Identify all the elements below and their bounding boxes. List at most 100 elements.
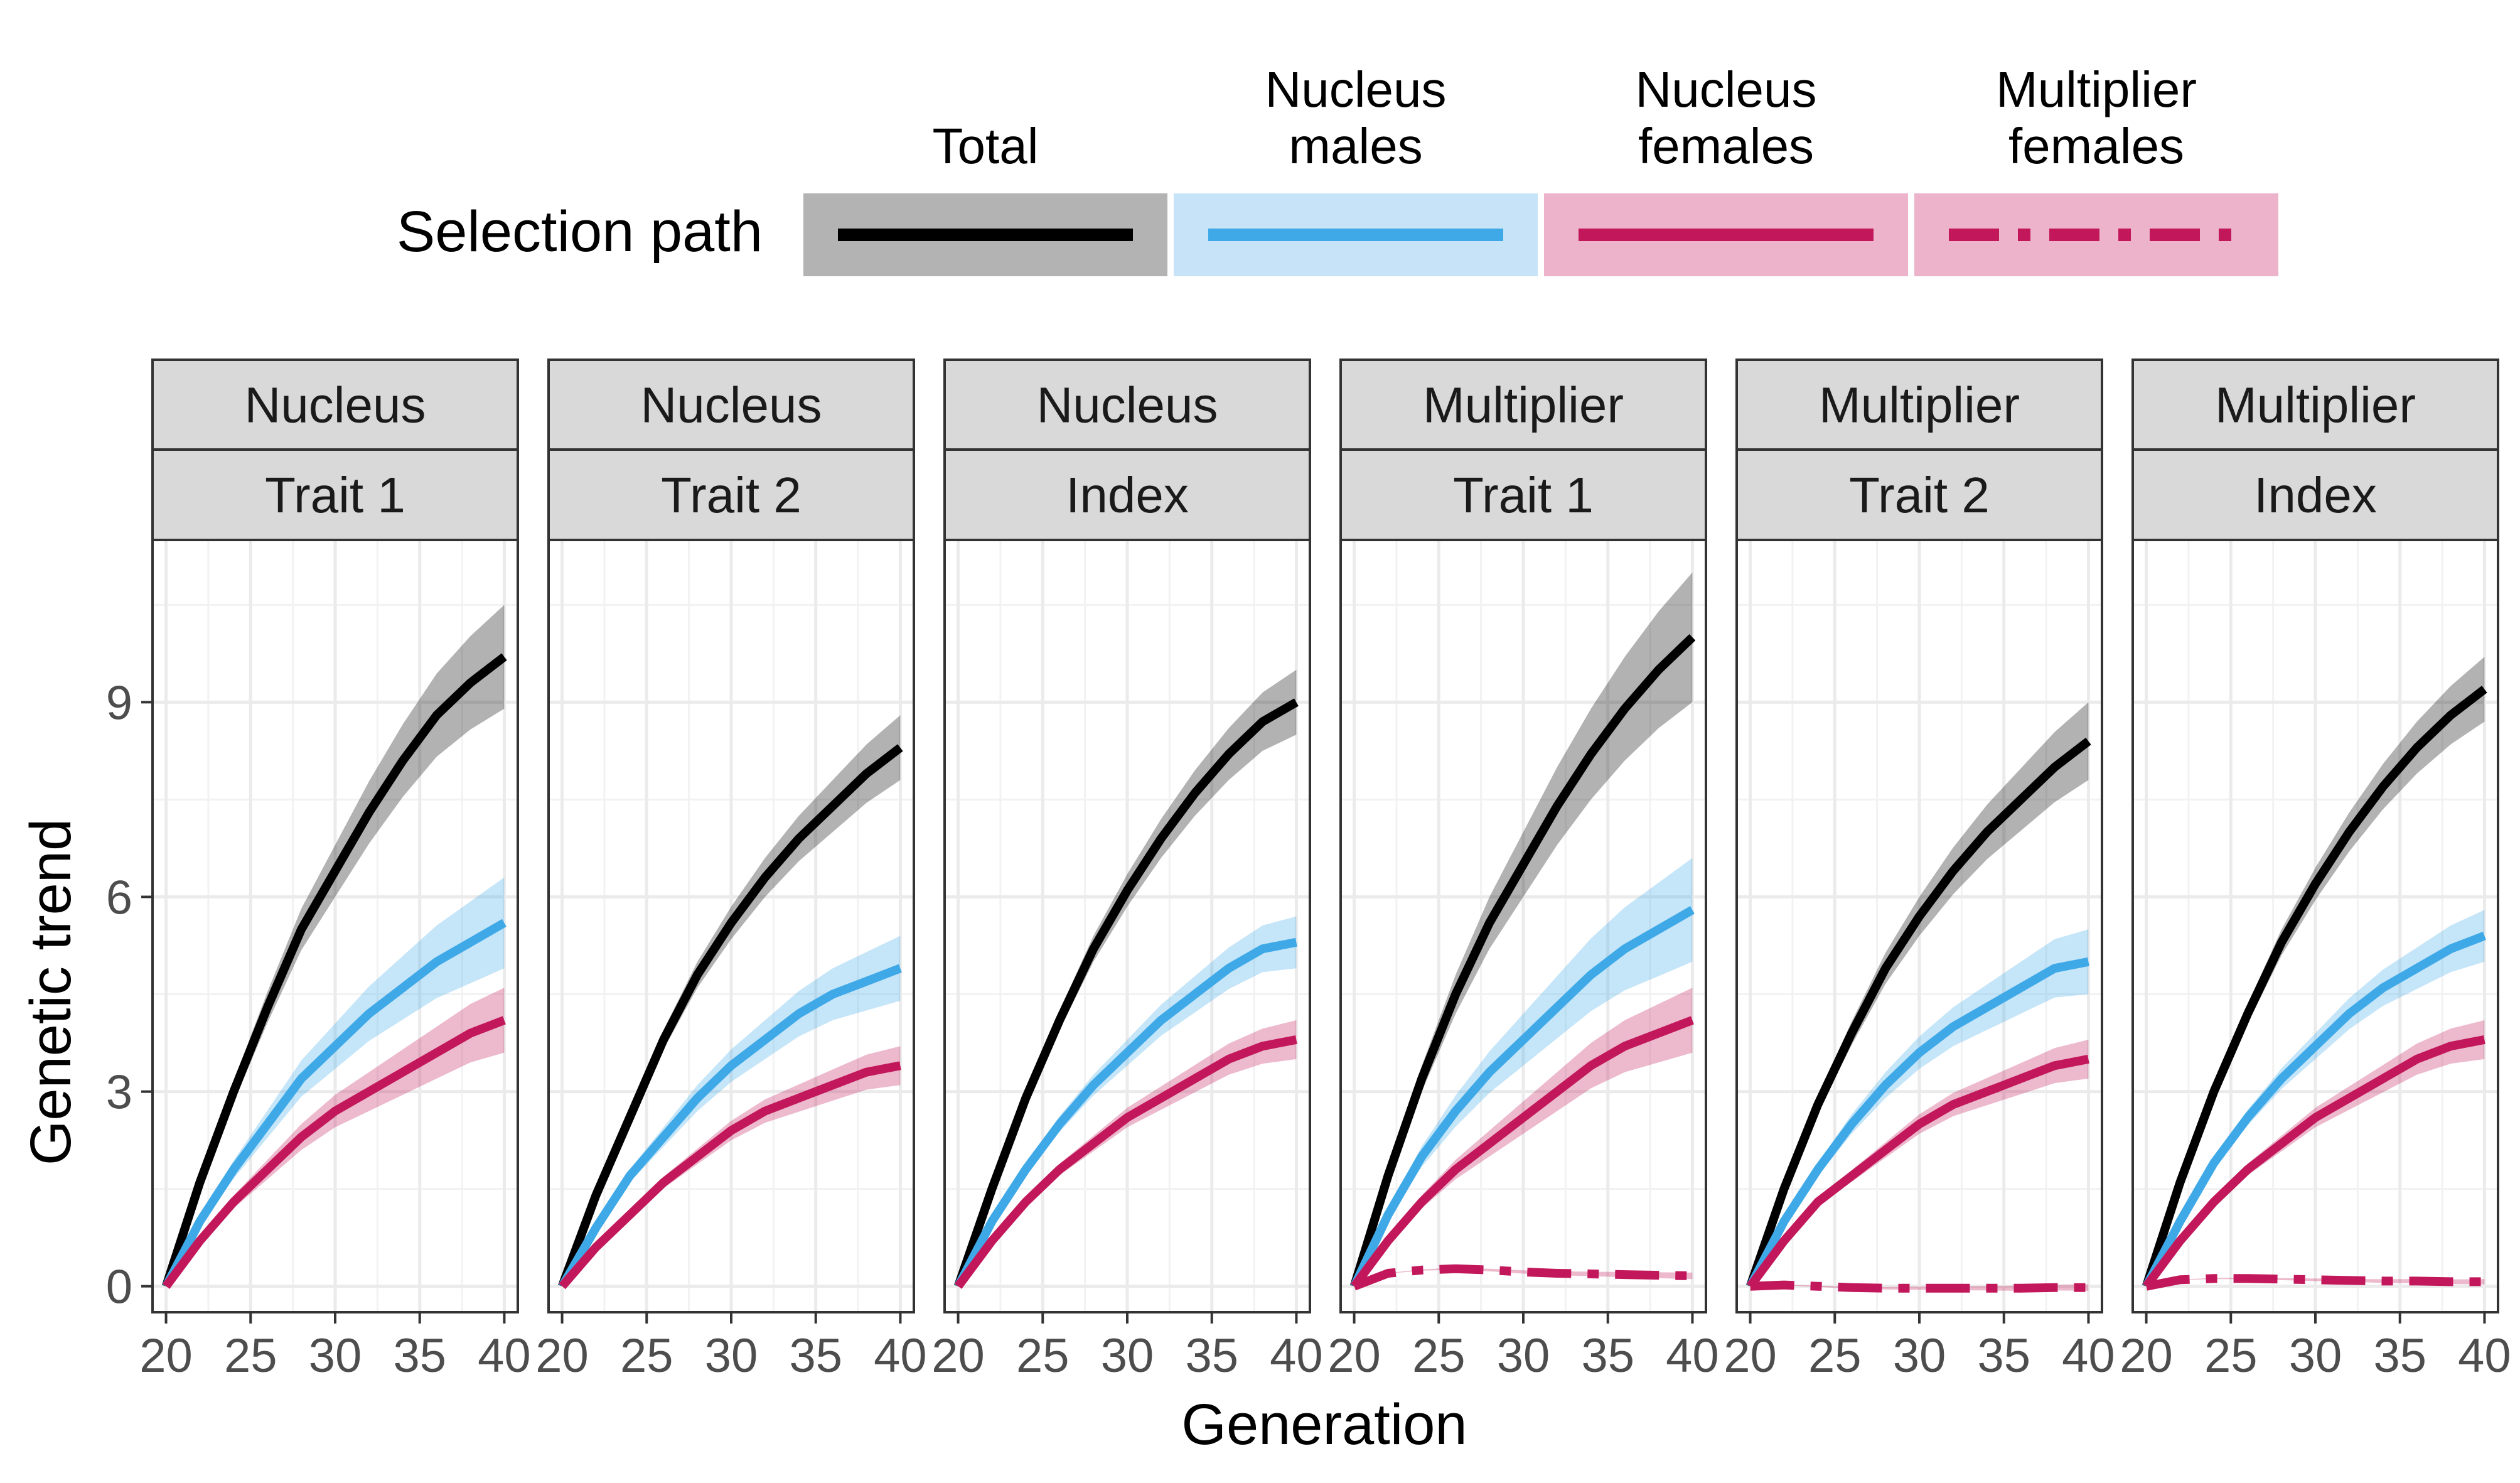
panel-6-strip-label-2: Index	[2254, 467, 2377, 523]
panel-1-band-total	[166, 605, 505, 1286]
panel-5-line-nucleus-males	[1746, 957, 2089, 1288]
legend-keys: TotalNucleusmalesNucleusfemalesMultiplie…	[803, 62, 2278, 276]
panel-5-line-total	[1745, 737, 2091, 1288]
y-tick-label-9: 9	[106, 676, 132, 730]
panel-5-x-tick-label-20: 20	[1724, 1329, 1777, 1383]
panel-4: Multiplier Trait 1 20 25 30 35 40	[1327, 359, 1719, 1383]
legend-label-multiplier-females-1: females	[2008, 118, 2184, 174]
panel-4-x-tick-label-25: 25	[1412, 1329, 1466, 1383]
panel-5-x-tick-label-25: 25	[1808, 1329, 1862, 1383]
panel-4-x-tick-label-20: 20	[1327, 1329, 1381, 1383]
panel-4-line-total	[1349, 634, 1696, 1288]
panel-5-x-tick-label-40: 40	[2062, 1329, 2115, 1383]
panel-6-x-tick-label-25: 25	[2204, 1329, 2258, 1383]
panel-1-x-tick-label-30: 30	[309, 1329, 362, 1383]
panel-3-x-tick-label-30: 30	[1101, 1329, 1154, 1383]
panel-1-x-tick-label-40: 40	[478, 1329, 531, 1383]
panel-5-band-multiplier-females	[1750, 1284, 2089, 1291]
legend-label-nucleus-males-0: Nucleus	[1265, 62, 1446, 117]
panel-3-grid	[945, 540, 1310, 1312]
panel-2: Nucleus Trait 2 20 25 30 35 40	[535, 359, 927, 1383]
panel-2-x-tick-label-25: 25	[620, 1329, 673, 1383]
legend-label-nucleus-males-1: males	[1289, 118, 1422, 174]
legend-label-multiplier-females-0: Multiplier	[1996, 62, 2197, 117]
panel-4-strip-label-2: Trait 1	[1453, 467, 1594, 523]
panel-6-x-tick-label-20: 20	[2120, 1329, 2173, 1383]
panel-6-line-nucleus-females	[2142, 1035, 2485, 1289]
panel-4-band-total	[1354, 572, 1693, 1286]
y-axis-title: Genetic trend	[19, 819, 83, 1165]
panel-2-band-nucleus-males	[562, 936, 901, 1286]
legend: Selection path TotalNucleusmalesNucleusf…	[397, 62, 2278, 276]
panel-5-strip-1	[1735, 359, 2103, 451]
legend-label-nucleus-females-1: females	[1638, 118, 1814, 174]
panel-1-strip-label-2: Trait 1	[265, 467, 405, 523]
panel-6-band-multiplier-females	[2146, 1278, 2485, 1286]
panel-2-strip-label-1: Nucleus	[640, 377, 822, 433]
panel-4-x-tick-label-30: 30	[1497, 1329, 1550, 1383]
panel-4-line-nucleus-females	[1350, 1016, 1694, 1289]
panel-5-strip-label-1: Multiplier	[1819, 377, 2020, 433]
panel-6-line-nucleus-males	[2142, 931, 2486, 1288]
panel-4-band-multiplier-females	[1354, 1268, 1693, 1286]
panel-6-strip-label-1: Multiplier	[2215, 377, 2416, 433]
panel-4-line-multiplier-females	[1353, 1264, 1693, 1291]
y-tick-label-0: 0	[106, 1261, 132, 1314]
y-tick-label-3: 3	[106, 1066, 132, 1119]
panel-6-grid	[2133, 540, 2498, 1312]
panel-2-x-tick-label-35: 35	[789, 1329, 842, 1383]
panel-4-strip-1	[1339, 359, 1707, 451]
legend-label-nucleus-females-0: Nucleus	[1635, 62, 1816, 117]
panel-1-x-tick-label-20: 20	[139, 1329, 193, 1383]
panel-2-x-tick-label-30: 30	[705, 1329, 758, 1383]
panel-6-x-tick-label-35: 35	[2373, 1329, 2426, 1383]
panel-1-line-total	[161, 653, 507, 1288]
panel-1-strip-label-1: Nucleus	[244, 377, 426, 433]
panel-3-strip-label-1: Nucleus	[1036, 377, 1218, 433]
panel-6-x-tick-label-40: 40	[2458, 1329, 2511, 1383]
panel-3-x-tick-label-40: 40	[1270, 1329, 1323, 1383]
panel-5-strip-2	[1735, 448, 2103, 541]
panel-2-x-tick-label-40: 40	[874, 1329, 927, 1383]
panel-5-line-nucleus-females	[1746, 1055, 2089, 1289]
panel-4-x-tick-label-35: 35	[1581, 1329, 1634, 1383]
panel-5-grid	[1737, 540, 2102, 1312]
panel-1-x-tick-label-25: 25	[224, 1329, 277, 1383]
panel-1-line-nucleus-females	[162, 1016, 506, 1289]
panel-3-x-tick-label-25: 25	[1016, 1329, 1070, 1383]
legend-label-total-0: Total	[933, 118, 1039, 174]
panel-5-band-total	[1750, 702, 2089, 1286]
panel-6-strip-2	[2131, 448, 2499, 541]
panel-5-band-nucleus-males	[1750, 929, 2089, 1286]
panel-4-x-tick-label-40: 40	[1666, 1329, 1719, 1383]
x-axis-title: Generation	[1181, 1393, 1467, 1457]
panel-4-band-nucleus-females	[1354, 988, 1693, 1286]
panel-2-x-tick-label-20: 20	[535, 1329, 589, 1383]
panel-1-line-nucleus-males	[162, 919, 507, 1288]
panel-2-strip-label-2: Trait 2	[661, 467, 802, 523]
panel-2-line-nucleus-males	[558, 964, 902, 1289]
panel-4-strip-label-1: Multiplier	[1423, 377, 1624, 433]
panel-3-x-tick-label-35: 35	[1185, 1329, 1238, 1383]
panel-6-line-multiplier-females	[2145, 1274, 2485, 1291]
panel-5-x-tick-label-35: 35	[1977, 1329, 2030, 1383]
panel-3-line-nucleus-females	[954, 1035, 1297, 1289]
panel-5-line-multiplier-females	[1750, 1280, 2089, 1293]
panel-3-line-total	[953, 698, 1299, 1288]
panel-3-strip-1	[943, 359, 1311, 451]
panel-6: Multiplier Index 20 25 30 35 40	[2120, 359, 2511, 1383]
panel-3-band-total	[958, 669, 1297, 1286]
y-tick-label-6: 6	[106, 871, 132, 924]
panel-6-line-total	[2142, 686, 2487, 1288]
panel-1-x-tick-label-35: 35	[393, 1329, 446, 1383]
panel-2-grid	[549, 540, 914, 1312]
panel-3-x-tick-label-20: 20	[931, 1329, 985, 1383]
panel-4-strip-2	[1339, 448, 1707, 541]
panel-3-strip-label-2: Index	[1066, 467, 1189, 523]
panel-1: Nucleus Trait 1 20 25 30 35 40 0 3 6 9	[106, 359, 531, 1383]
panel-5: Multiplier Trait 2 20 25 30 35 40	[1724, 359, 2115, 1383]
panel-5-strip-label-2: Trait 2	[1849, 467, 1990, 523]
panel-6-strip-1	[2131, 359, 2499, 451]
legend-title: Selection path	[397, 200, 763, 264]
